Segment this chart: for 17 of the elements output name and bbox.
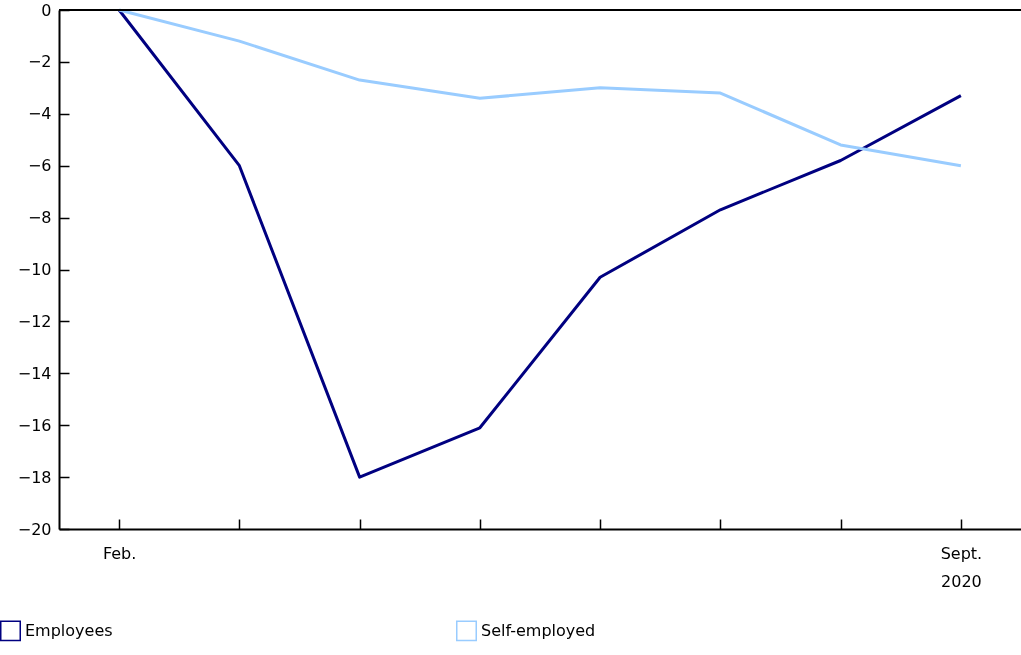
y-tick-label: −20 bbox=[17, 519, 52, 539]
line-series bbox=[117, 8, 963, 479]
x-tick-label: Sept. 2020 bbox=[940, 543, 983, 591]
y-tick-label: −18 bbox=[17, 467, 52, 487]
y-tick-label: −2 bbox=[27, 52, 52, 72]
legend-label: Employees bbox=[25, 620, 113, 640]
y-tick-label: −14 bbox=[17, 363, 52, 383]
y-tick-label: −6 bbox=[27, 156, 52, 176]
y-tick-label: −16 bbox=[17, 415, 52, 435]
y-tick-label: −10 bbox=[17, 260, 52, 279]
y-tick-label: −4 bbox=[27, 104, 52, 124]
x-tick-label: Feb. bbox=[102, 543, 137, 563]
legend-label: Self-employed bbox=[481, 620, 596, 640]
line-series bbox=[117, 8, 963, 168]
y-tick-label: 0 bbox=[41, 0, 52, 20]
y-tick-label: −12 bbox=[17, 311, 52, 331]
y-tick-label: −8 bbox=[27, 208, 52, 228]
